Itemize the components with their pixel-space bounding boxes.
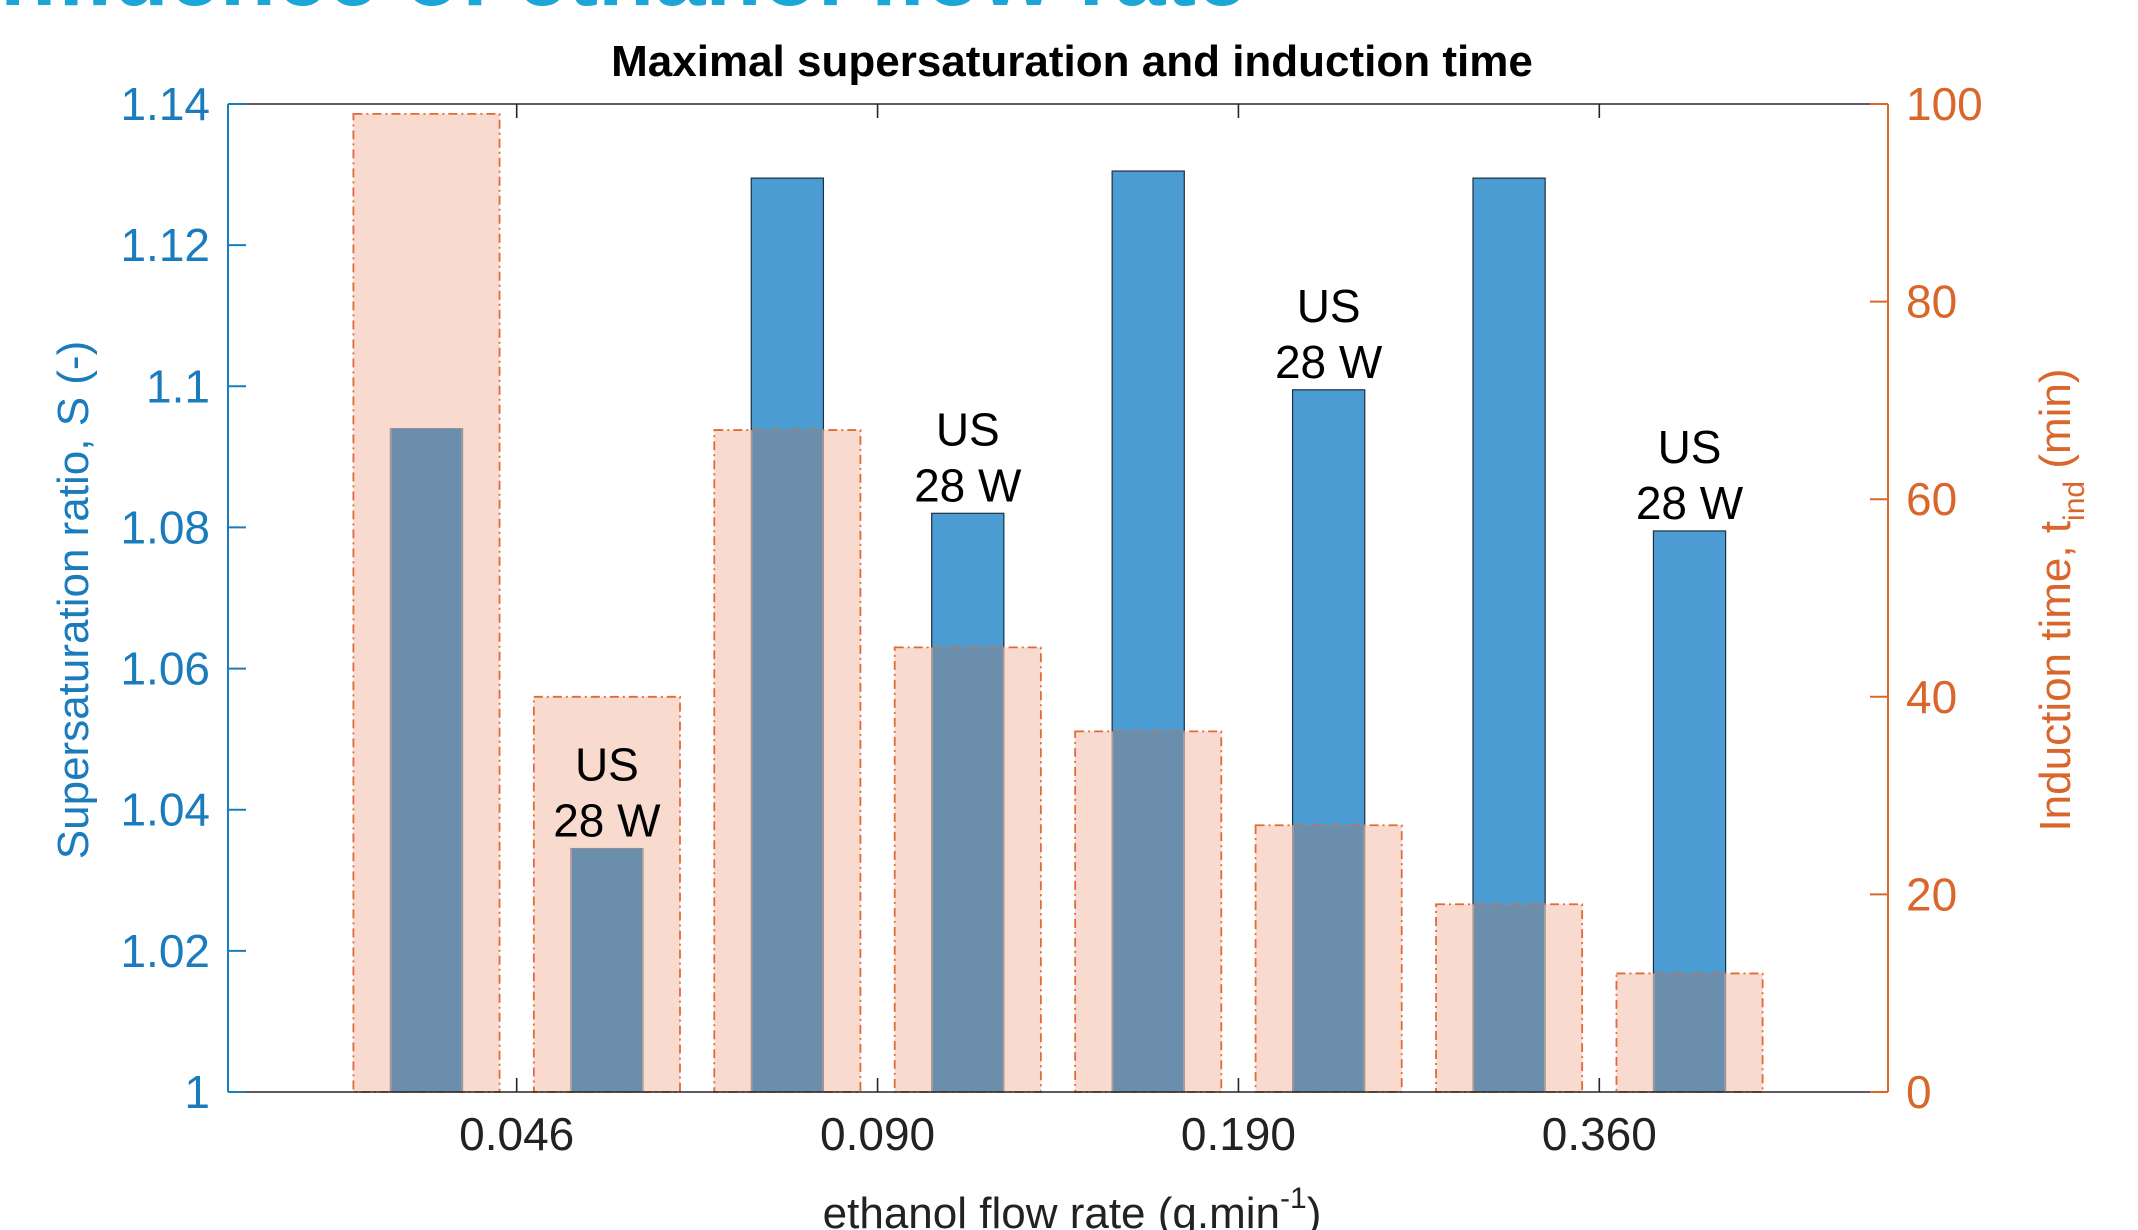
y-axis-right-label-sub: ind bbox=[2058, 481, 2091, 521]
y-axis-left-tick-label: 1.14 bbox=[120, 78, 210, 130]
bar-annotation-line1: US bbox=[936, 403, 1000, 455]
y-axis-left-tick-label: 1.12 bbox=[120, 219, 210, 271]
y-axis-right-tick-label: 80 bbox=[1906, 276, 1957, 328]
y-axis-right-label-main: Induction time, t bbox=[2031, 521, 2080, 832]
bar-overlap-region bbox=[1293, 825, 1364, 1092]
bar-overlap-region bbox=[1474, 904, 1545, 1092]
x-axis-tick-label: 0.360 bbox=[1542, 1108, 1657, 1160]
x-axis-label-tail: ) bbox=[1307, 1189, 1322, 1230]
x-axis-label-main: ethanol flow rate (g.min bbox=[823, 1189, 1280, 1230]
bar-overlap-region bbox=[932, 647, 1003, 1092]
y-axis-left-tick-label: 1.06 bbox=[120, 643, 210, 695]
bar-annotation-line2: 28 W bbox=[553, 795, 661, 847]
y-axis-right-tick-label: 0 bbox=[1906, 1066, 1932, 1118]
y-axis-right-tick-label: 60 bbox=[1906, 473, 1957, 525]
x-axis-label-sup: -1 bbox=[1280, 1182, 1307, 1215]
bar-overlap-region bbox=[391, 428, 462, 1093]
bar-annotation-line2: 28 W bbox=[1275, 336, 1383, 388]
slide-title: nfluence of ethanol flow rate bbox=[0, 0, 1247, 27]
bar-overlap-region bbox=[571, 848, 642, 1092]
x-axis-label: ethanol flow rate (g.min-1) bbox=[823, 1182, 1322, 1230]
bar-annotation-line1: US bbox=[1658, 421, 1722, 473]
bar-overlap-region bbox=[1113, 731, 1184, 1092]
y-axis-left-tick-label: 1 bbox=[184, 1066, 210, 1118]
x-axis-tick-label: 0.190 bbox=[1181, 1108, 1296, 1160]
y-axis-right-tick-label: 20 bbox=[1906, 868, 1957, 920]
y-axis-right-tick-label: 100 bbox=[1906, 78, 1983, 130]
bar-annotation-line1: US bbox=[575, 739, 639, 791]
y-axis-left-tick-label: 1.02 bbox=[120, 925, 210, 977]
y-axis-right-label-tail: (min) bbox=[2031, 368, 2080, 480]
y-axis-right-tick-label: 40 bbox=[1906, 671, 1957, 723]
x-axis-tick-label: 0.090 bbox=[820, 1108, 935, 1160]
bar-annotation-line2: 28 W bbox=[914, 459, 1022, 511]
y-axis-left-tick-label: 1.04 bbox=[120, 784, 210, 836]
bar-overlap-region bbox=[1654, 973, 1725, 1092]
y-axis-left-tick-label: 1.08 bbox=[120, 501, 210, 553]
bar-annotation-line2: 28 W bbox=[1636, 477, 1744, 529]
bar-overlap-region bbox=[752, 430, 823, 1092]
chart-title: Maximal supersaturation and induction ti… bbox=[611, 37, 1533, 86]
x-axis-tick-label: 0.046 bbox=[459, 1108, 574, 1160]
y-axis-left-label: Supersaturation ratio, S (-) bbox=[49, 341, 98, 859]
y-axis-left-tick-label: 1.1 bbox=[146, 360, 210, 412]
bar-annotation-line1: US bbox=[1297, 280, 1361, 332]
y-axis-right-label: Induction time, tind (min) bbox=[2031, 368, 2091, 831]
